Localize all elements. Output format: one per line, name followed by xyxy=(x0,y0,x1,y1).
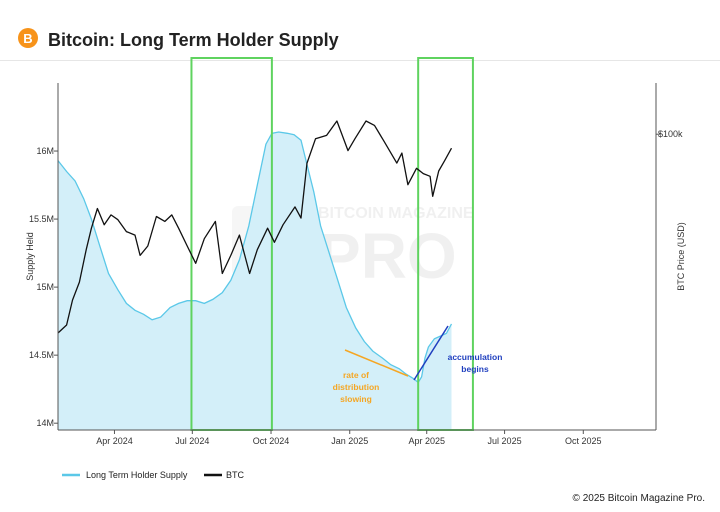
watermark-line1: BITCOIN MAGAZINE xyxy=(318,205,474,222)
y-tick-label: 14M xyxy=(36,418,54,428)
annotation-distribution-slowing-line: distribution xyxy=(333,382,380,392)
y2-tick-label: $100k xyxy=(658,129,683,139)
page-header: B Bitcoin: Long Term Holder Supply xyxy=(0,0,720,61)
y-axis-title: Supply Held xyxy=(25,232,35,281)
y2-axis-title: BTC Price (USD) xyxy=(676,222,686,291)
x-tick-label: Jan 2025 xyxy=(331,436,368,446)
x-tick-label: Jul 2025 xyxy=(488,436,522,446)
distribution-trend-line xyxy=(344,349,409,377)
btc-price-line xyxy=(57,120,453,334)
x-tick-label: Apr 2025 xyxy=(408,436,445,446)
annotation-accumulation-begins-line: accumulation xyxy=(448,352,503,362)
lth-supply-area xyxy=(58,132,452,430)
x-tick-label: Oct 2024 xyxy=(253,436,290,446)
lth-supply-line xyxy=(57,131,453,384)
legend-lth-label: Long Term Holder Supply xyxy=(86,470,188,480)
annotation-accumulation-begins-line: begins xyxy=(461,364,489,374)
y-tick-label: 16M xyxy=(36,146,54,156)
x-tick-label: Oct 2025 xyxy=(565,436,602,446)
annotation-accumulation-begins: accumulation begins xyxy=(448,352,503,374)
page-title: Bitcoin: Long Term Holder Supply xyxy=(48,30,339,50)
annotation-distribution-slowing-line: slowing xyxy=(340,394,372,404)
legend-btc-label: BTC xyxy=(226,470,245,480)
accumulation-trend-line xyxy=(413,325,449,381)
bitcoin-logo-icon: B xyxy=(18,28,38,48)
watermark-line2: PRO xyxy=(318,220,457,292)
x-tick-label: Apr 2024 xyxy=(96,436,133,446)
x-tick-label: Jul 2024 xyxy=(175,436,209,446)
y-tick-label: 15M xyxy=(36,282,54,292)
copyright-text: © 2025 Bitcoin Magazine Pro. xyxy=(572,493,705,504)
annotation-distribution-slowing: rate of distribution slowing xyxy=(333,370,380,404)
y-tick-label: 15.5M xyxy=(29,214,54,224)
annotation-distribution-slowing-line: rate of xyxy=(343,370,369,380)
y-tick-label: 14.5M xyxy=(29,350,54,360)
